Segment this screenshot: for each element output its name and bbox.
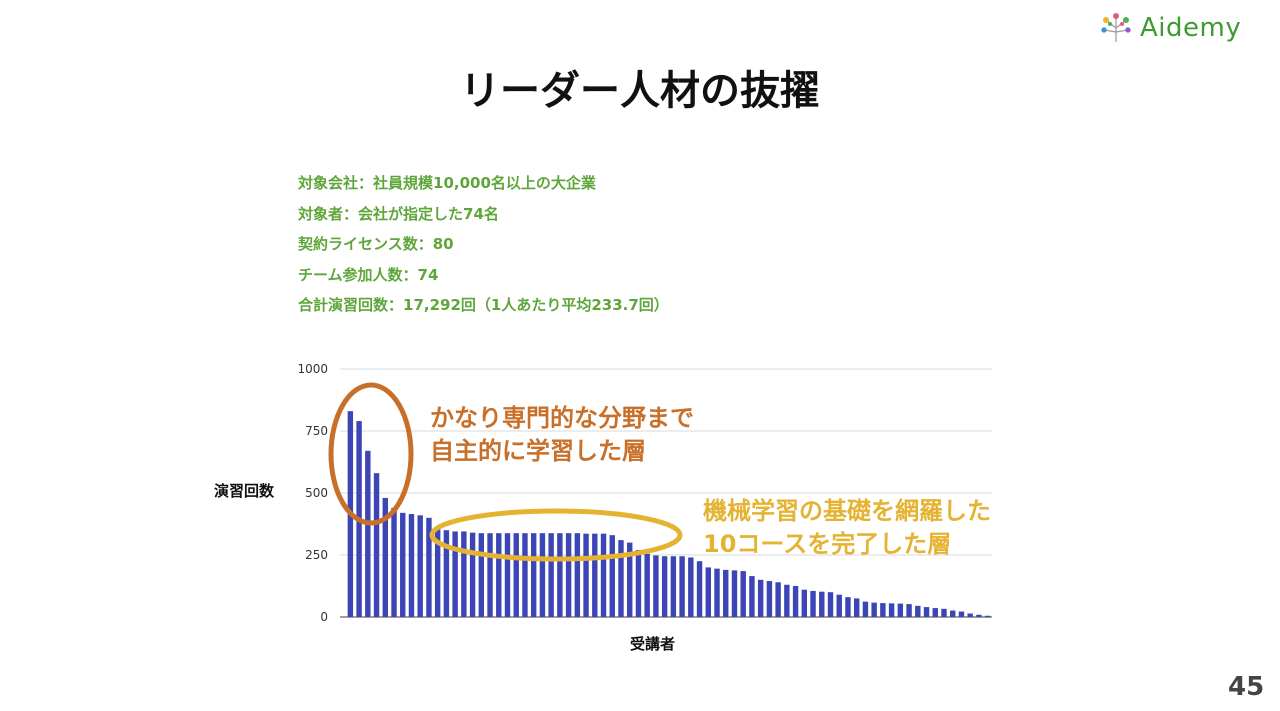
info-line-total: 合計演習回数：17,292回（1人あたり平均233.7回） — [298, 296, 669, 314]
info-line-target: 対象者：会社が指定した74名 — [298, 204, 499, 223]
bar — [862, 601, 869, 617]
bar — [653, 555, 659, 617]
bar — [749, 576, 755, 617]
bar — [644, 553, 650, 617]
bar — [731, 570, 738, 617]
bar — [530, 533, 537, 617]
bar — [417, 515, 423, 617]
bar — [426, 517, 432, 617]
y-tick-label-1000: 1000 — [297, 362, 328, 376]
page-number: 45 — [1228, 672, 1265, 702]
bar — [661, 556, 668, 617]
annotation-ellipse-middle — [429, 508, 683, 562]
bar — [696, 561, 703, 617]
bar — [670, 556, 677, 617]
bar — [522, 533, 528, 617]
info-line-licenses: 契約ライセンス数：80 — [298, 235, 454, 253]
bar — [434, 527, 441, 617]
bar — [958, 611, 965, 617]
bar — [941, 608, 947, 617]
y-tick-label-750: 750 — [305, 424, 328, 438]
bar — [513, 533, 519, 617]
bar — [888, 603, 895, 617]
bar — [373, 473, 380, 617]
bar — [583, 533, 589, 617]
bar — [827, 592, 834, 617]
bar — [880, 603, 886, 617]
bar — [853, 598, 860, 617]
bar — [391, 507, 397, 617]
bar — [539, 533, 546, 617]
bar — [688, 557, 694, 617]
bar — [845, 597, 851, 617]
bar — [967, 613, 973, 617]
bar — [609, 535, 615, 617]
bar — [766, 581, 773, 617]
logo-text: Aidemy — [1140, 13, 1242, 43]
annotation-course-completers: 機械学習の基礎を網羅した 10コースを完了した層 — [703, 495, 991, 561]
bar — [487, 533, 493, 617]
bar — [408, 514, 415, 617]
x-axis-label: 受講者 — [630, 635, 676, 653]
bar — [705, 567, 711, 617]
bar — [906, 604, 912, 617]
page-title: リーダー人材の抜擢 — [460, 68, 820, 114]
annotation-middle-line-1: 機械学習の基礎を網羅した — [703, 497, 991, 525]
annotation-middle-line-2: 10コースを完了した層 — [703, 530, 952, 558]
annotation-top-learners: かなり専門的な分野まで 自主的に学習した層 — [430, 402, 694, 468]
bar — [792, 586, 799, 617]
bar — [592, 533, 598, 617]
bar — [915, 605, 921, 617]
bar — [443, 530, 450, 617]
bar — [469, 532, 476, 617]
bar — [548, 533, 554, 617]
bar — [574, 533, 581, 617]
bar — [757, 579, 764, 617]
annotation-ellipse-top — [328, 382, 414, 526]
bar — [740, 571, 746, 617]
bar — [400, 512, 406, 617]
bar — [600, 533, 607, 617]
bar — [932, 608, 938, 617]
info-line-company: 対象会社：社員規模10,000名以上の大企業 — [298, 174, 596, 192]
y-tick-label-250: 250 — [305, 548, 328, 562]
bar — [461, 531, 467, 617]
bar — [723, 569, 729, 617]
bar — [871, 602, 877, 617]
annotation-top-line-2: 自主的に学習した層 — [430, 437, 646, 465]
bar — [976, 614, 982, 617]
bar — [365, 450, 371, 617]
tree-network-icon — [1101, 13, 1131, 42]
y-tick-label-0: 0 — [320, 610, 328, 624]
info-line-team: チーム参加人数：74 — [298, 265, 439, 284]
bar — [897, 603, 904, 617]
bar — [635, 550, 642, 617]
bar — [478, 533, 485, 617]
y-tick-label-500: 500 — [305, 486, 328, 500]
bar — [618, 540, 624, 617]
bar — [714, 568, 720, 617]
info-block: 対象会社：社員規模10,000名以上の大企業 対象者：会社が指定した74名 契約… — [298, 168, 669, 321]
annotation-top-line-1: かなり専門的な分野まで — [430, 404, 694, 432]
bar — [496, 533, 502, 617]
bar — [565, 533, 572, 617]
bar — [557, 533, 563, 617]
bar — [627, 542, 633, 617]
bar — [836, 594, 842, 617]
bar — [810, 590, 816, 617]
y-axis-label: 演習回数 — [214, 482, 275, 500]
bar — [679, 556, 685, 617]
bar — [923, 607, 930, 617]
bar — [984, 615, 991, 617]
bar — [784, 584, 790, 617]
bar — [504, 533, 511, 617]
bar — [819, 591, 825, 617]
bar — [382, 497, 388, 617]
aidemy-logo: Aidemy — [1098, 12, 1241, 44]
bar — [801, 589, 808, 617]
bar — [950, 610, 956, 617]
bar — [452, 531, 458, 617]
bar — [775, 582, 781, 617]
